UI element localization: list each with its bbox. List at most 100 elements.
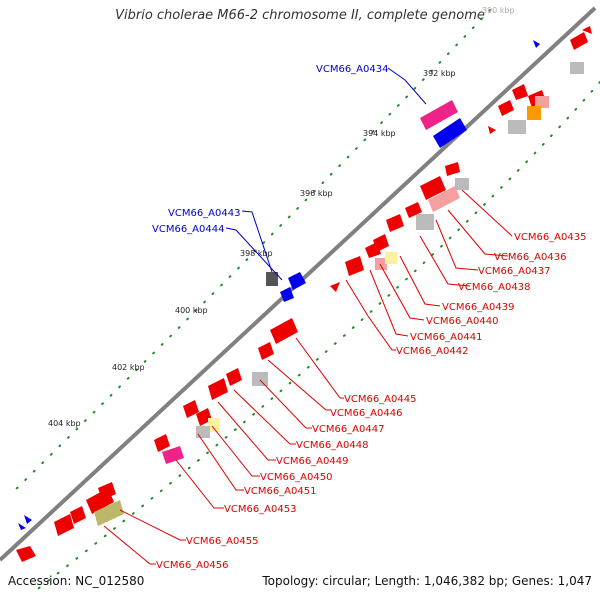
leader-a0442: [345, 279, 396, 351]
gene-r-26: [252, 372, 268, 386]
gene-a0444-b: [280, 287, 294, 302]
label-a0450: VCM66_A0450: [260, 472, 332, 483]
leader-a0445: [295, 337, 344, 399]
leader-a0443: [241, 210, 273, 273]
gene-r-21: [375, 258, 387, 270]
leader-a0450: [211, 425, 260, 477]
label-a0444: VCM66_A0444: [152, 224, 224, 235]
forward-genes: [18, 40, 540, 530]
gene-r-19: [365, 242, 381, 258]
label-a0440: VCM66_A0440: [426, 316, 498, 327]
gene-r-15: [416, 214, 434, 230]
label-a0456: VCM66_A0456: [156, 560, 228, 571]
gene-r-27: [226, 368, 242, 386]
map-title: Vibrio cholerae M66-2 chromosome II, com…: [115, 8, 485, 23]
leader-a0437: [435, 219, 479, 271]
tick-label-404: 404 kbp: [48, 419, 81, 428]
gene-r-03: [570, 62, 584, 74]
gene-r-14: [428, 186, 460, 212]
label-a0442: VCM66_A0442: [396, 346, 468, 357]
leader-a0446: [267, 359, 330, 411]
gene-r-24: [270, 318, 298, 344]
gene-r-29: [183, 400, 199, 418]
tick-label-394: 394 kbp: [363, 129, 396, 138]
leader-a0438: [419, 235, 471, 287]
tick-label-390: 390 kbp: [482, 6, 515, 15]
label-a0441: VCM66_A0441: [410, 332, 482, 343]
leader-a0455: [119, 509, 186, 541]
label-a0448: VCM66_A0448: [296, 440, 368, 451]
reverse-genes: [16, 26, 592, 562]
label-a0436: VCM66_A0436: [494, 252, 566, 263]
gene-r-02: [582, 26, 592, 34]
gene-r-28: [208, 378, 228, 400]
leader-a0436: [447, 209, 509, 257]
tick-label-400: 400 kbp: [175, 306, 208, 315]
label-a0445: VCM66_A0445: [344, 394, 416, 405]
tick-label-398: 398 kbp: [240, 249, 273, 258]
leader-a0456: [103, 525, 156, 565]
gene-a0434-b: [433, 118, 467, 148]
label-a0443: VCM66_A0443: [168, 208, 240, 219]
label-a0455: VCM66_A0455: [186, 536, 258, 547]
label-a0446: VCM66_A0446: [330, 408, 402, 419]
forward-leaders: [225, 67, 427, 281]
label-a0434: VCM66_A0434: [316, 64, 388, 75]
gene-r-16: [405, 202, 422, 218]
gene-a0434: [420, 100, 458, 130]
label-a0439: VCM66_A0439: [442, 302, 514, 313]
gene-r-08: [498, 100, 514, 116]
label-a0451: VCM66_A0451: [244, 486, 316, 497]
tick-label-396: 396 kbp: [300, 189, 333, 198]
tick-tracks: [9, 9, 600, 596]
leader-a0453: [175, 459, 224, 509]
leader-a0444: [225, 227, 283, 281]
gene-r-37: [94, 500, 124, 526]
topology-text: Topology: circular; Length: 1,046,382 bp…: [262, 574, 592, 588]
tick-label-402: 402 kbp: [112, 363, 145, 372]
gene-r-07: [527, 106, 541, 120]
accession-text: Accession: NC_012580: [8, 574, 145, 588]
gene-r-13: [420, 176, 446, 200]
gene-r-10: [508, 120, 526, 134]
gene-top-blue: [533, 40, 540, 48]
gene-a0444: [288, 272, 306, 290]
label-a0453: VCM66_A0453: [224, 504, 296, 515]
leader-a0449: [217, 401, 276, 461]
gene-r-01: [570, 32, 588, 50]
reverse-gene-labels: VCM66_A0435 VCM66_A0436 VCM66_A0437 VCM6…: [156, 232, 586, 571]
gene-r-17: [386, 214, 404, 232]
gene-r-23: [330, 282, 340, 292]
leader-a0434: [387, 67, 427, 105]
leader-a0447: [259, 379, 312, 429]
label-a0447: VCM66_A0447: [312, 424, 384, 435]
gene-r-33: [154, 434, 170, 452]
label-a0437: VCM66_A0437: [478, 266, 550, 277]
leader-a0440: [379, 263, 425, 321]
gene-r-39: [54, 514, 74, 536]
reverse-leaders: [103, 189, 513, 565]
gene-r-36: [86, 488, 114, 514]
forward-gene-labels: VCM66_A0434 VCM66_A0443 VCM66_A0444: [152, 64, 388, 235]
gene-r-25: [258, 342, 274, 360]
tick-label-392: 392 kbp: [423, 69, 456, 78]
leader-a0439: [399, 255, 441, 307]
gene-r-38: [70, 506, 86, 524]
gene-r-12: [455, 178, 469, 190]
tick-labels: 390 kbp 392 kbp 394 kbp 396 kbp 398 kbp …: [48, 6, 515, 428]
label-a0449: VCM66_A0449: [276, 456, 348, 467]
gene-r-09: [488, 126, 496, 134]
gene-a0443: [266, 272, 278, 286]
gene-r-06: [535, 96, 549, 108]
gene-r-04: [512, 84, 528, 100]
gene-left-blue-b: [18, 523, 26, 530]
gene-r-34: [162, 446, 184, 464]
gene-r-31: [208, 418, 220, 432]
label-a0438: VCM66_A0438: [458, 282, 530, 293]
gene-r-20: [345, 256, 364, 276]
leader-a0448: [233, 389, 296, 445]
leader-a0441: [369, 269, 409, 337]
leader-a0451: [197, 433, 244, 491]
leader-a0435: [461, 189, 513, 237]
